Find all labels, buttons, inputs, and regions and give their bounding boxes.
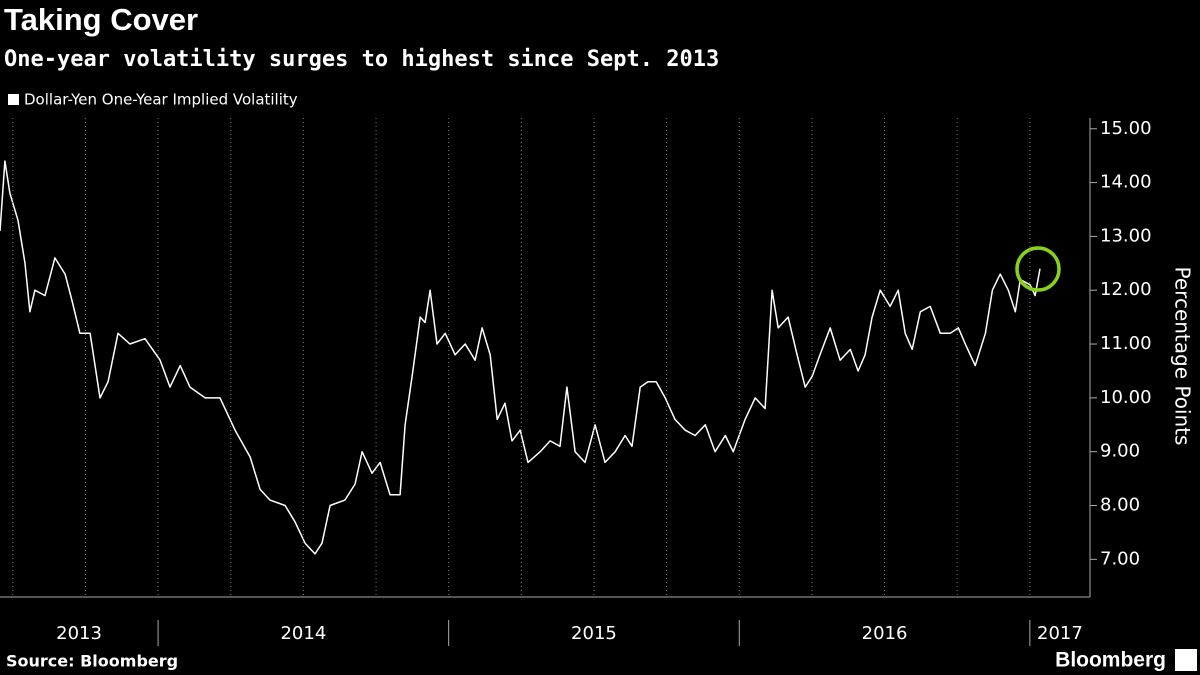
chart-subtitle: One-year volatility surges to highest si… [4,47,719,72]
source: Source: Bloomberg [6,652,178,671]
y-tick-label: 11.00 [1100,333,1152,354]
y-tick-label: 13.00 [1100,225,1152,246]
x-tick-label: 2013 [56,623,102,644]
y-tick-label: 8.00 [1100,495,1140,516]
x-tick-label: 2014 [280,623,326,644]
y-tick-label: 10.00 [1100,387,1152,408]
y-tick-label: 14.00 [1100,172,1152,193]
y-axis-label: Percentage Points [1171,267,1195,446]
legend-label: Dollar-Yen One-Year Implied Volatility [24,91,298,109]
highlight-circle [1015,246,1061,292]
x-tick-label: 2015 [571,623,617,644]
logo-icon [1175,649,1197,671]
data-line [0,160,1041,555]
y-tick-label: 9.00 [1100,441,1140,462]
y-tick-label: 12.00 [1100,279,1152,300]
legend-swatch [8,94,19,105]
y-tick-label: 7.00 [1100,548,1140,569]
chart-title: Taking Cover [4,2,198,37]
brand-logo: Bloomberg [1055,649,1166,672]
y-tick-label: 15.00 [1100,118,1152,139]
x-tick-label: 2016 [862,623,908,644]
x-tick-label: 2017 [1037,623,1083,644]
